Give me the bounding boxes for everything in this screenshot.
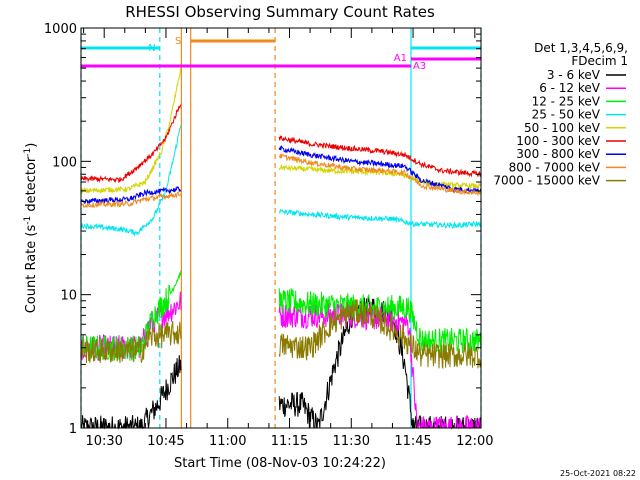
y-axis-label-part-2: detector xyxy=(24,156,39,216)
legend-label-2: 12 - 25 keV xyxy=(532,94,601,108)
y-tick-label-3: 1000 xyxy=(44,22,77,37)
plot-area xyxy=(80,28,482,430)
flag-label-N: N xyxy=(148,43,155,54)
series-7000-15000-keV xyxy=(80,299,482,370)
series-trace-2-1 xyxy=(278,287,482,354)
series-trace-4-1 xyxy=(278,164,482,191)
series-trace-5-0 xyxy=(80,104,182,184)
series-trace-8-0 xyxy=(80,321,182,363)
plot-timestamp: 25-Oct-2021 08:22 xyxy=(560,469,636,478)
series-300-800-keV xyxy=(80,145,482,206)
legend-label-6: 300 - 800 keV xyxy=(516,147,600,161)
legend-label-3: 25 - 50 keV xyxy=(532,108,601,122)
y-axis-label-exp-2: -1 xyxy=(23,148,33,157)
svg-text:Count Rate (s-1 detector-1): Count Rate (s-1 detector-1) xyxy=(23,143,39,314)
x-tick-label-0: 10:30 xyxy=(85,434,122,449)
series-trace-4-0 xyxy=(80,67,182,195)
x-tick-label-2: 11:00 xyxy=(209,434,246,449)
y-axis-label-part-1: Count Rate (s xyxy=(24,225,39,314)
flag-label-A3: A3 xyxy=(413,61,426,72)
legend-label-4: 50 - 100 keV xyxy=(524,121,601,135)
y-axis-label-part-3: ) xyxy=(24,143,39,148)
flag-label-A1: A1 xyxy=(394,53,407,64)
legend-header-1: Det 1,3,4,5,6,9, xyxy=(534,41,628,55)
flag-label-S: S xyxy=(175,36,181,47)
axes-frame xyxy=(80,27,482,429)
x-tick-label-4: 11:30 xyxy=(333,434,370,449)
y-axis-label: Count Rate (s-1 detector-1) xyxy=(23,143,39,314)
legend-label-7: 800 - 7000 keV xyxy=(509,160,601,174)
flag-bars: N S A1 A3 xyxy=(81,36,481,72)
legend-header-2: FDecim 1 xyxy=(571,54,628,68)
axes: 1 10 100 1000 10:30 10:45 11:00 11:15 11:30 11:45… xyxy=(44,22,494,449)
legend-label-8: 7000 - 15000 keV xyxy=(493,174,600,188)
series-100-300-keV xyxy=(80,104,482,184)
chart-title: RHESSI Observing Summary Count Rates xyxy=(125,3,435,21)
legend-label-5: 100 - 300 keV xyxy=(516,134,600,148)
series-trace-5-1 xyxy=(278,135,482,178)
series-trace-3-0 xyxy=(80,124,182,237)
series-trace-7-1 xyxy=(278,153,482,197)
x-tick-label-6: 12:00 xyxy=(456,434,493,449)
legend-label-1: 6 - 12 keV xyxy=(539,81,601,95)
series-trace-0-0 xyxy=(80,355,182,430)
y-tick-label-1: 10 xyxy=(60,289,77,304)
series-trace-8-1 xyxy=(278,299,482,370)
x-tick-label-5: 11:45 xyxy=(394,434,431,449)
x-tick-label-3: 11:15 xyxy=(271,434,308,449)
series-50-100-keV xyxy=(80,67,482,195)
y-tick-label-0: 1 xyxy=(69,422,77,437)
series-trace-6-0 xyxy=(80,185,182,206)
legend-label-0: 3 - 6 keV xyxy=(547,68,601,82)
series-trace-3-1 xyxy=(278,208,482,229)
y-tick-label-2: 100 xyxy=(52,155,77,170)
series-800-7000-keV xyxy=(80,153,482,209)
x-axis-label: Start Time (08-Nov-03 10:24:22) xyxy=(174,456,386,471)
x-tick-label-1: 10:45 xyxy=(147,434,184,449)
series-trace-7-0 xyxy=(80,190,181,209)
series-trace-6-1 xyxy=(278,145,482,195)
y-axis-label-exp-1: -1 xyxy=(23,216,33,225)
